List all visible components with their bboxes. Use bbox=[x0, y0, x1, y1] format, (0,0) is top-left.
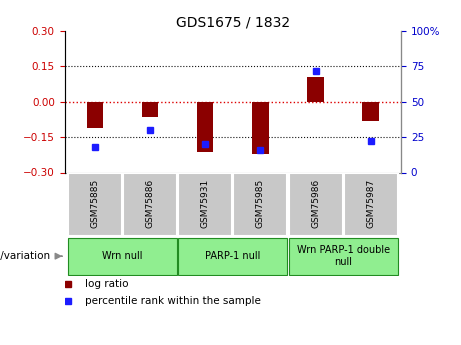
Bar bbox=[307, 77, 324, 102]
Text: Wrn PARP-1 double
null: Wrn PARP-1 double null bbox=[296, 245, 390, 267]
Text: genotype/variation: genotype/variation bbox=[0, 251, 51, 261]
Bar bbox=[197, 102, 213, 152]
Bar bbox=[68, 172, 122, 236]
Bar bbox=[252, 102, 269, 154]
Bar bbox=[178, 237, 287, 275]
Bar bbox=[233, 172, 287, 236]
Bar bbox=[178, 172, 232, 236]
Text: GSM75985: GSM75985 bbox=[256, 178, 265, 228]
Bar bbox=[289, 237, 398, 275]
Bar bbox=[68, 237, 177, 275]
Text: percentile rank within the sample: percentile rank within the sample bbox=[85, 296, 260, 306]
Bar bbox=[142, 102, 158, 117]
Text: Wrn null: Wrn null bbox=[102, 251, 143, 261]
Bar bbox=[87, 102, 103, 128]
Bar bbox=[344, 172, 398, 236]
Title: GDS1675 / 1832: GDS1675 / 1832 bbox=[176, 16, 290, 30]
Bar bbox=[289, 172, 343, 236]
Text: PARP-1 null: PARP-1 null bbox=[205, 251, 260, 261]
Bar bbox=[362, 102, 379, 121]
Text: GSM75886: GSM75886 bbox=[146, 178, 154, 228]
Text: GSM75987: GSM75987 bbox=[366, 178, 375, 228]
Text: GSM75931: GSM75931 bbox=[201, 178, 210, 228]
Bar bbox=[123, 172, 177, 236]
Text: GSM75885: GSM75885 bbox=[90, 178, 100, 228]
Text: log ratio: log ratio bbox=[85, 279, 128, 289]
Text: GSM75986: GSM75986 bbox=[311, 178, 320, 228]
